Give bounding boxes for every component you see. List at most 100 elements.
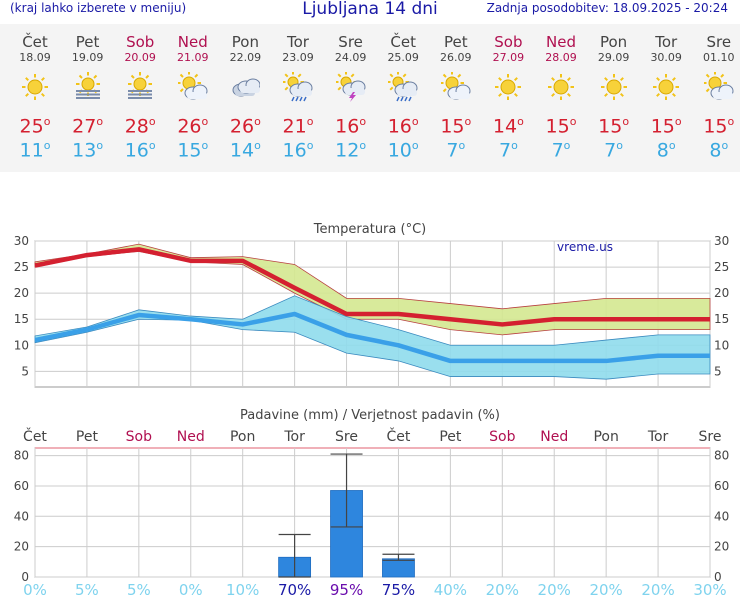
- day-forecast: Pet 19.09 27o 13o: [62, 24, 114, 162]
- temp-max: 28o: [124, 115, 156, 138]
- x-tick-label: Čet: [387, 427, 411, 445]
- temp-max: 26o: [177, 115, 209, 138]
- cloud-thunder-icon: [335, 72, 366, 102]
- location-menu-hint[interactable]: (kraj lahko izberete v meniju): [10, 1, 187, 15]
- day-name: Sob: [126, 33, 155, 51]
- day-date: 23.09: [282, 51, 314, 64]
- probability-label: 5%: [75, 581, 99, 599]
- x-tick-label: Pet: [439, 429, 462, 445]
- x-tick-label: Ned: [177, 429, 205, 445]
- y-tick-label-right: 5: [714, 364, 722, 378]
- day-forecast: Sob 20.09 28o 16o: [114, 24, 166, 162]
- y-tick-label-right: 10: [714, 338, 729, 352]
- probability-label: 5%: [127, 581, 151, 599]
- temp-max: 25o: [19, 115, 51, 138]
- day-name: Ned: [546, 33, 576, 51]
- probability-label: 0%: [179, 581, 203, 599]
- probability-label: 70%: [278, 581, 311, 599]
- top-bar: (kraj lahko izberete v meniju) Ljubljana…: [0, 0, 740, 24]
- series-line-max-temp: [34, 247, 710, 327]
- x-tick-label: Sre: [335, 429, 358, 445]
- day-forecast: Pet 26.09 15o 7o: [430, 24, 482, 162]
- y-tick-label: 15: [14, 312, 29, 326]
- watermark: vreme.us: [557, 240, 613, 254]
- temp-min: 13o: [72, 139, 104, 162]
- day-name: Sre: [338, 33, 363, 51]
- y-tick-label-right: 60: [714, 479, 729, 493]
- day-forecast: Tor 30.09 15o 8o: [640, 24, 692, 162]
- chart-title: Temperatura (°C): [313, 222, 426, 237]
- day-date: 21.09: [177, 51, 209, 64]
- sun-fog-icon: [75, 72, 100, 99]
- day-date: 30.09: [650, 51, 682, 64]
- y-tick-label-right: 30: [714, 234, 729, 248]
- temp-min: 8o: [656, 139, 676, 162]
- temp-max: 26o: [229, 115, 261, 138]
- chart-title: Padavine (mm) / Verjetnost padavin (%): [240, 408, 500, 423]
- temp-max: 15o: [545, 115, 577, 138]
- day-date: 18.09: [19, 51, 51, 64]
- sun-icon: [600, 74, 627, 100]
- day-date: 20.09: [124, 51, 156, 64]
- temp-max: 15o: [440, 115, 472, 138]
- sun-cloud-rain-icon: [388, 72, 418, 102]
- day-forecast: Sob 27.09 14o 7o: [482, 24, 534, 162]
- temp-max: 16o: [335, 115, 367, 138]
- day-date: 24.09: [334, 51, 367, 64]
- y-tick-label-right: 80: [714, 449, 729, 463]
- temp-max: 16o: [387, 115, 419, 138]
- temp-max: 21o: [282, 115, 314, 138]
- day-forecast: Pon 29.09 15o 7o: [588, 24, 640, 162]
- temp-min: 14o: [229, 139, 261, 162]
- x-tick-label: Tor: [283, 429, 305, 445]
- probability-label: 20%: [538, 581, 571, 599]
- day-name: Sre: [706, 33, 732, 51]
- y-tick-label: 20: [14, 540, 29, 554]
- x-tick-label: Pet: [76, 429, 99, 445]
- y-tick-label-right: 20: [714, 286, 729, 300]
- x-tick-label: Sob: [126, 429, 152, 445]
- x-tick-label: Tor: [647, 429, 669, 445]
- temp-min: 7o: [446, 139, 466, 162]
- x-tick-label: Ned: [540, 429, 568, 445]
- day-date: 22.09: [229, 51, 262, 64]
- day-name: Pet: [443, 33, 468, 51]
- probability-label: 30%: [693, 581, 726, 599]
- temp-max: 15o: [650, 115, 682, 138]
- y-tick-label: 80: [14, 449, 29, 463]
- day-forecast: Pon 22.09 26o 14o: [219, 24, 271, 162]
- day-forecast: Ned 28.09 15o 7o: [535, 24, 587, 162]
- y-tick-label: 40: [14, 509, 29, 523]
- day-forecast: Tor 23.09 21o 16o: [272, 24, 324, 162]
- precipitation-chart: Padavine (mm) / Verjetnost padavin (%) Če…: [14, 408, 730, 599]
- temp-min: 16o: [282, 139, 314, 162]
- y-tick-label-right: 15: [714, 312, 729, 326]
- day-forecast: Čet 25.09 16o 10o: [377, 24, 429, 162]
- day-name: Čet: [390, 33, 416, 51]
- day-date: 26.09: [440, 51, 472, 64]
- probability-label: 20%: [589, 581, 622, 599]
- sun-icon: [495, 74, 522, 100]
- day-date: 29.09: [597, 51, 630, 64]
- x-tick-label: Čet: [23, 427, 47, 445]
- temp-max: 15o: [598, 115, 630, 138]
- sun-icon: [22, 74, 48, 100]
- page-title: Ljubljana 14 dni: [302, 0, 438, 19]
- y-tick-label: 60: [14, 479, 29, 493]
- probability-label: 40%: [434, 581, 467, 599]
- day-name: Pet: [75, 33, 100, 51]
- cloudy-icon: [232, 78, 261, 97]
- y-tick-label: 5: [21, 364, 29, 378]
- temperature-chart: Temperatura (°C) 5 5 10 10 15 15 20 20 25 25 30 30 vr…: [14, 222, 729, 388]
- day-date: 28.09: [545, 51, 577, 64]
- day-name: Ned: [177, 33, 208, 51]
- probability-label: 95%: [330, 581, 363, 599]
- day-date: 01.10: [703, 51, 735, 64]
- series-line-min-temp: [34, 311, 710, 364]
- temp-min: 11o: [19, 139, 51, 162]
- sun-cloud-icon: [177, 72, 208, 100]
- sun-fog-icon: [128, 72, 153, 99]
- y-tick-label: 20: [14, 286, 29, 300]
- y-tick-label: 30: [14, 234, 29, 248]
- plot-area: [34, 447, 711, 578]
